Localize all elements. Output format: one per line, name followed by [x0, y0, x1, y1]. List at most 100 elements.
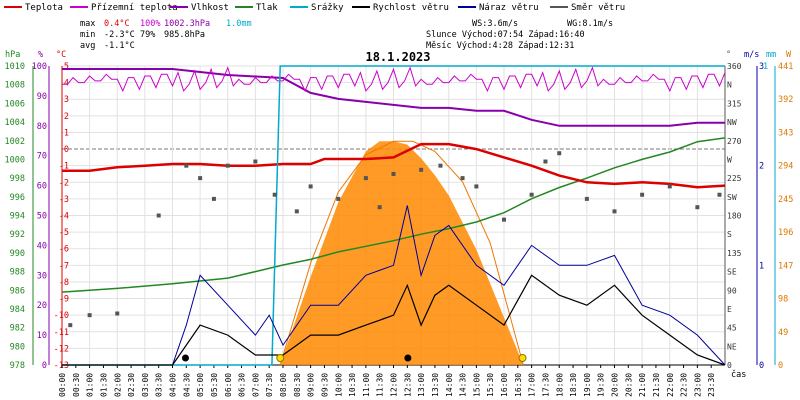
tick-label-c: -10	[54, 311, 69, 321]
wind-direction-point	[438, 163, 443, 168]
wind-direction-point	[474, 184, 479, 189]
tick-label-hpa: 994	[10, 212, 25, 222]
tick-label-c: -11	[54, 328, 69, 338]
axis-title-c: °C	[56, 50, 66, 60]
stat-min-press: 985.8hPa	[164, 30, 205, 40]
tick-label-c: -6	[59, 245, 69, 255]
tick-label-pct: 0	[42, 361, 47, 371]
tick-label-time: 20:30	[624, 373, 633, 397]
axis-title-ms: m/s	[744, 50, 759, 60]
tick-label-w: 441	[778, 62, 793, 72]
sunset-marker	[518, 354, 527, 362]
tick-label-time: 08:30	[293, 373, 302, 397]
tick-label-pct: 40	[37, 241, 47, 251]
tick-label-pct: 10	[37, 331, 47, 341]
tick-label-time: 07:30	[265, 373, 274, 397]
axis-title-hpa: hPa	[5, 50, 20, 60]
tick-label-direction: SW	[727, 193, 737, 202]
tick-label-hpa: 1006	[5, 99, 25, 109]
tick-label-mm: 1	[763, 62, 768, 72]
tick-label-direction: NW	[727, 118, 737, 127]
moonrise-marker	[181, 354, 189, 362]
tick-label-pct: 20	[37, 301, 47, 311]
stat-wg: WG:8.1m/s	[567, 19, 613, 29]
tick-label-direction: 180	[727, 212, 742, 221]
tick-label-pct: 30	[37, 271, 47, 281]
wind-direction-point	[543, 159, 548, 164]
series-solar-clear-sky	[279, 140, 524, 366]
series-humidity-line	[62, 68, 725, 127]
tick-label-time: 22:30	[680, 373, 689, 397]
tick-label-time: 07:00	[251, 373, 260, 397]
wind-direction-point	[156, 213, 161, 218]
tick-label-c: 3	[64, 95, 69, 105]
tick-label-c: -5	[59, 228, 69, 238]
tick-label-direction: 0	[727, 361, 732, 370]
tick-label-time: 12:00	[390, 373, 399, 397]
stat-avg-label: avg	[80, 41, 95, 51]
tick-label-time: 15:30	[486, 373, 495, 397]
stat-max-press: 1002.3hPa	[164, 19, 210, 29]
sunrise-marker	[276, 354, 285, 362]
wind-direction-point	[419, 167, 424, 172]
tick-label-time: 14:00	[445, 373, 454, 397]
tick-label-c: 0	[64, 145, 69, 155]
tick-label-time: 23:30	[707, 373, 716, 397]
tick-label-hpa: 998	[10, 174, 25, 184]
wind-direction-point	[68, 323, 73, 328]
tick-label-time: 10:00	[334, 373, 343, 397]
wind-direction-point	[391, 171, 396, 176]
tick-label-time: 17:00	[528, 373, 537, 397]
wind-direction-point	[115, 311, 120, 316]
tick-label-direction: 135	[727, 249, 742, 258]
legend-srazky: Srážky	[311, 3, 344, 13]
wind-direction-point	[695, 205, 700, 210]
tick-label-w: 245	[778, 195, 793, 205]
stat-sun: Slunce Východ:07:54 Západ:16:40	[426, 30, 585, 40]
tick-label-c: 4	[64, 79, 69, 89]
legend-teplota: Teplota	[25, 3, 63, 13]
stat-max-label: max	[80, 19, 95, 29]
moonset-marker	[404, 354, 412, 362]
legend-smer-vetru: Směr větru	[571, 3, 625, 13]
chart-title: 18.1.2023	[365, 50, 430, 64]
tick-label-hpa: 1000	[5, 155, 25, 165]
tick-label-direction: SE	[727, 268, 737, 277]
tick-label-time: 08:00	[279, 373, 288, 397]
tick-label-ms: 1	[759, 261, 764, 271]
tick-label-hpa: 992	[10, 230, 25, 240]
axis-title-w: W	[786, 50, 792, 60]
tick-label-direction: E	[727, 305, 732, 314]
tick-label-c: -9	[59, 295, 69, 305]
tick-label-pct: 90	[37, 92, 47, 102]
tick-label-c: -2	[59, 178, 69, 188]
tick-label-hpa: 982	[10, 324, 25, 334]
wind-direction-point	[198, 176, 203, 181]
tick-label-c: -1	[59, 162, 69, 172]
tick-label-time: 13:30	[431, 373, 440, 397]
legend-rychlost-vetru: Rychlost větru	[373, 3, 449, 13]
stats: max 0.4°C 100% 1002.3hPa 1.0mm min -2.3°…	[80, 19, 613, 51]
tick-label-time: 10:30	[348, 373, 357, 397]
tick-label-direction: 315	[727, 99, 742, 108]
tick-label-time: 04:30	[182, 373, 191, 397]
tick-label-time: 00:30	[72, 373, 81, 397]
tick-label-ms: 3	[759, 62, 764, 72]
tick-label-direction: S	[727, 230, 732, 239]
legend-prizemni-teplota: Přízemní teplota	[91, 3, 178, 13]
tick-label-pct: 80	[37, 122, 47, 132]
tick-label-w: 0	[778, 361, 783, 371]
tick-label-hpa: 988	[10, 268, 25, 278]
tick-label-pct: 50	[37, 212, 47, 222]
legend-vlhkost: Vlhkost	[191, 3, 229, 13]
wind-direction-point	[584, 196, 589, 201]
tick-label-time: 11:30	[376, 373, 385, 397]
tick-label-w: 392	[778, 95, 793, 105]
tick-label-direction: 90	[727, 286, 737, 295]
series-solar-area	[280, 141, 524, 365]
legend: Teplota Přízemní teplota Vlhkost Tlak Sr…	[4, 3, 625, 13]
tick-label-time: 09:00	[307, 373, 316, 397]
legend-naraz-vetru: Náraz větru	[479, 3, 539, 13]
wind-direction-point	[460, 176, 465, 181]
tick-label-w: 49	[778, 328, 788, 338]
